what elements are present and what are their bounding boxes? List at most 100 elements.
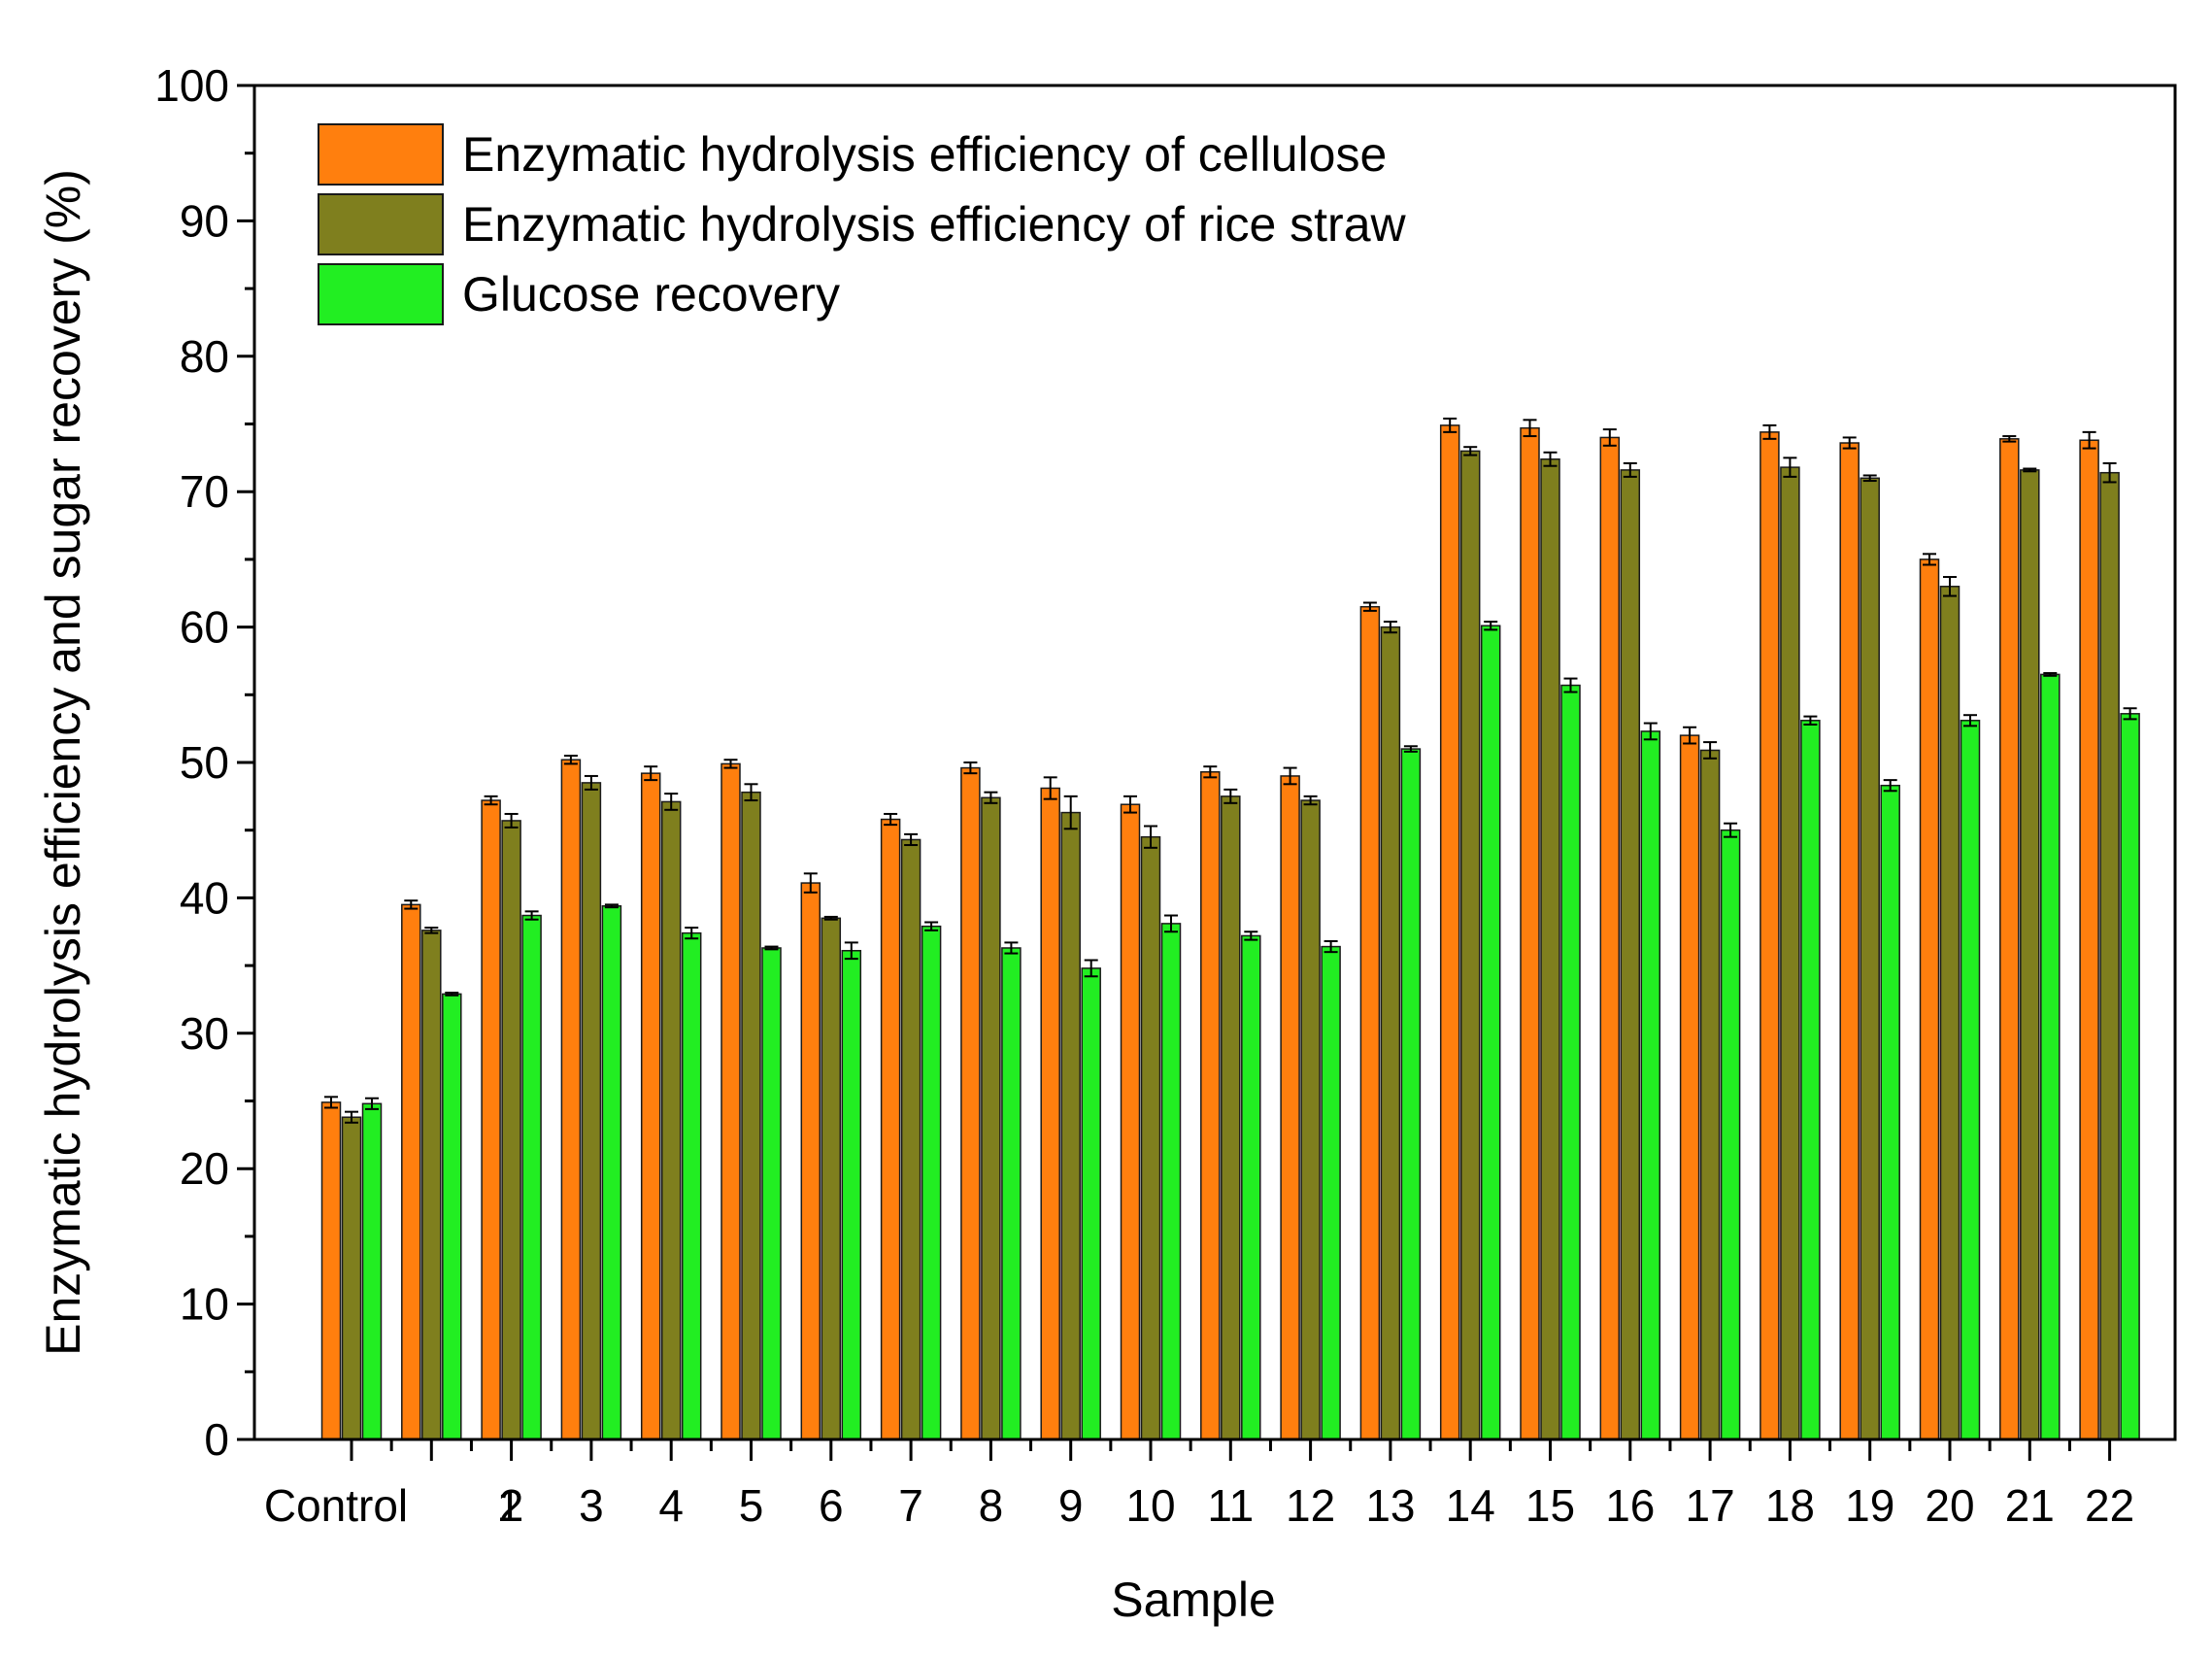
bar [401, 903, 421, 1440]
y-tick-label: 50 [180, 737, 229, 788]
bar [721, 762, 741, 1440]
bar [1760, 431, 1780, 1440]
bar [421, 930, 442, 1440]
y-tick-label: 30 [180, 1008, 229, 1059]
bar [1839, 442, 1860, 1440]
bars-group [320, 417, 2140, 1440]
x-tick-label: 2 [499, 1480, 524, 1531]
y-tick-label: 10 [180, 1279, 229, 1330]
bar [501, 820, 521, 1440]
legend-swatch [318, 123, 444, 186]
x-axis: Control 12 3 4 5 6 7 8 9 10 11 12 13 14 15 16 17 18 19 20 21… [237, 1438, 2175, 1531]
y-tick-label: 80 [180, 331, 229, 382]
legend-label: Enzymatic hydrolysis efficiency of rice … [462, 197, 1406, 252]
x-tick-label: 3 [579, 1480, 604, 1531]
bar [1620, 469, 1641, 1440]
bar [681, 931, 702, 1440]
bar [601, 905, 622, 1440]
x-tick-label: 11 [1207, 1480, 1254, 1531]
bar [1520, 426, 1540, 1440]
bar [1060, 811, 1081, 1440]
bar [1439, 424, 1460, 1440]
bar [1300, 799, 1321, 1440]
bar [1780, 466, 1800, 1440]
bar [481, 799, 501, 1440]
bar [880, 818, 901, 1440]
bar [1040, 787, 1060, 1440]
x-tick-label: 20 [1925, 1480, 1974, 1531]
bar [1200, 771, 1221, 1440]
x-tick-label: 13 [1365, 1480, 1415, 1531]
bar [981, 796, 1001, 1440]
x-tick-label: 17 [1686, 1480, 1735, 1531]
x-tick-label: 19 [1845, 1480, 1894, 1531]
y-tick-label: 40 [180, 872, 229, 923]
bar [900, 838, 922, 1440]
plot-frame [252, 84, 2177, 1441]
y-tick-label: 60 [180, 602, 229, 653]
bar [1999, 438, 2020, 1440]
y-tick-label: 70 [180, 466, 229, 517]
x-tick-label: 1 [497, 1480, 522, 1531]
bar [1540, 457, 1560, 1440]
y-tick-label: 100 [154, 60, 229, 111]
bar [1459, 450, 1481, 1440]
bar [1400, 748, 1422, 1440]
bar [1359, 605, 1381, 1440]
bar [1919, 558, 1940, 1440]
x-tick-label: 22 [2085, 1480, 2134, 1531]
bar [741, 791, 761, 1440]
legend-label: Enzymatic hydrolysis efficiency of cellu… [462, 127, 1387, 182]
bar [640, 772, 661, 1440]
x-tick-label: 16 [1605, 1480, 1655, 1531]
bar [1699, 749, 1721, 1440]
x-tick-label: Control [264, 1480, 408, 1531]
x-tick-label: 6 [819, 1480, 844, 1531]
bar [1480, 625, 1501, 1440]
bar [2120, 713, 2140, 1440]
bar [1880, 784, 1900, 1440]
bar [1960, 720, 1981, 1440]
bar [581, 782, 602, 1440]
x-tick-label: 7 [898, 1480, 923, 1531]
y-tick-label: 90 [180, 195, 229, 246]
bar [960, 766, 981, 1440]
x-tick-label: 9 [1058, 1480, 1084, 1531]
bar [442, 993, 462, 1440]
x-tick-label: 14 [1446, 1480, 1495, 1531]
x-tick-label: 4 [658, 1480, 684, 1531]
x-tick-label: 5 [739, 1480, 764, 1531]
bar [2040, 673, 2061, 1440]
bar [1140, 835, 1161, 1440]
bar [2020, 469, 2040, 1440]
bar [1160, 923, 1182, 1440]
bar [1241, 934, 1261, 1440]
bar [1221, 795, 1241, 1440]
bar [1560, 684, 1581, 1440]
bar [1939, 586, 1961, 1440]
bar [1599, 436, 1621, 1440]
x-tick-label: 8 [979, 1480, 1004, 1531]
bar [1800, 720, 1821, 1440]
bar [821, 917, 842, 1440]
y-tick-label: 0 [204, 1414, 229, 1465]
bar [560, 759, 582, 1440]
legend-swatch [318, 193, 444, 255]
bar [1001, 947, 1022, 1440]
x-tick-label: 21 [2005, 1480, 2055, 1531]
x-tick-label: 15 [1525, 1480, 1575, 1531]
bar [2079, 439, 2099, 1440]
bar [1321, 945, 1341, 1440]
legend-swatch [318, 263, 444, 325]
x-tick-label: 12 [1286, 1480, 1335, 1531]
bar [1640, 730, 1661, 1440]
bar [1720, 829, 1741, 1440]
bar [800, 882, 821, 1440]
y-tick-label: 20 [180, 1143, 229, 1194]
x-tick-label: 18 [1765, 1480, 1815, 1531]
x-axis-title: Sample [1111, 1573, 1276, 1627]
y-axis-title: Enzymatic hydrolysis efficiency and suga… [36, 169, 90, 1356]
bar [320, 1101, 342, 1440]
legend-label: Glucose recovery [462, 267, 840, 321]
